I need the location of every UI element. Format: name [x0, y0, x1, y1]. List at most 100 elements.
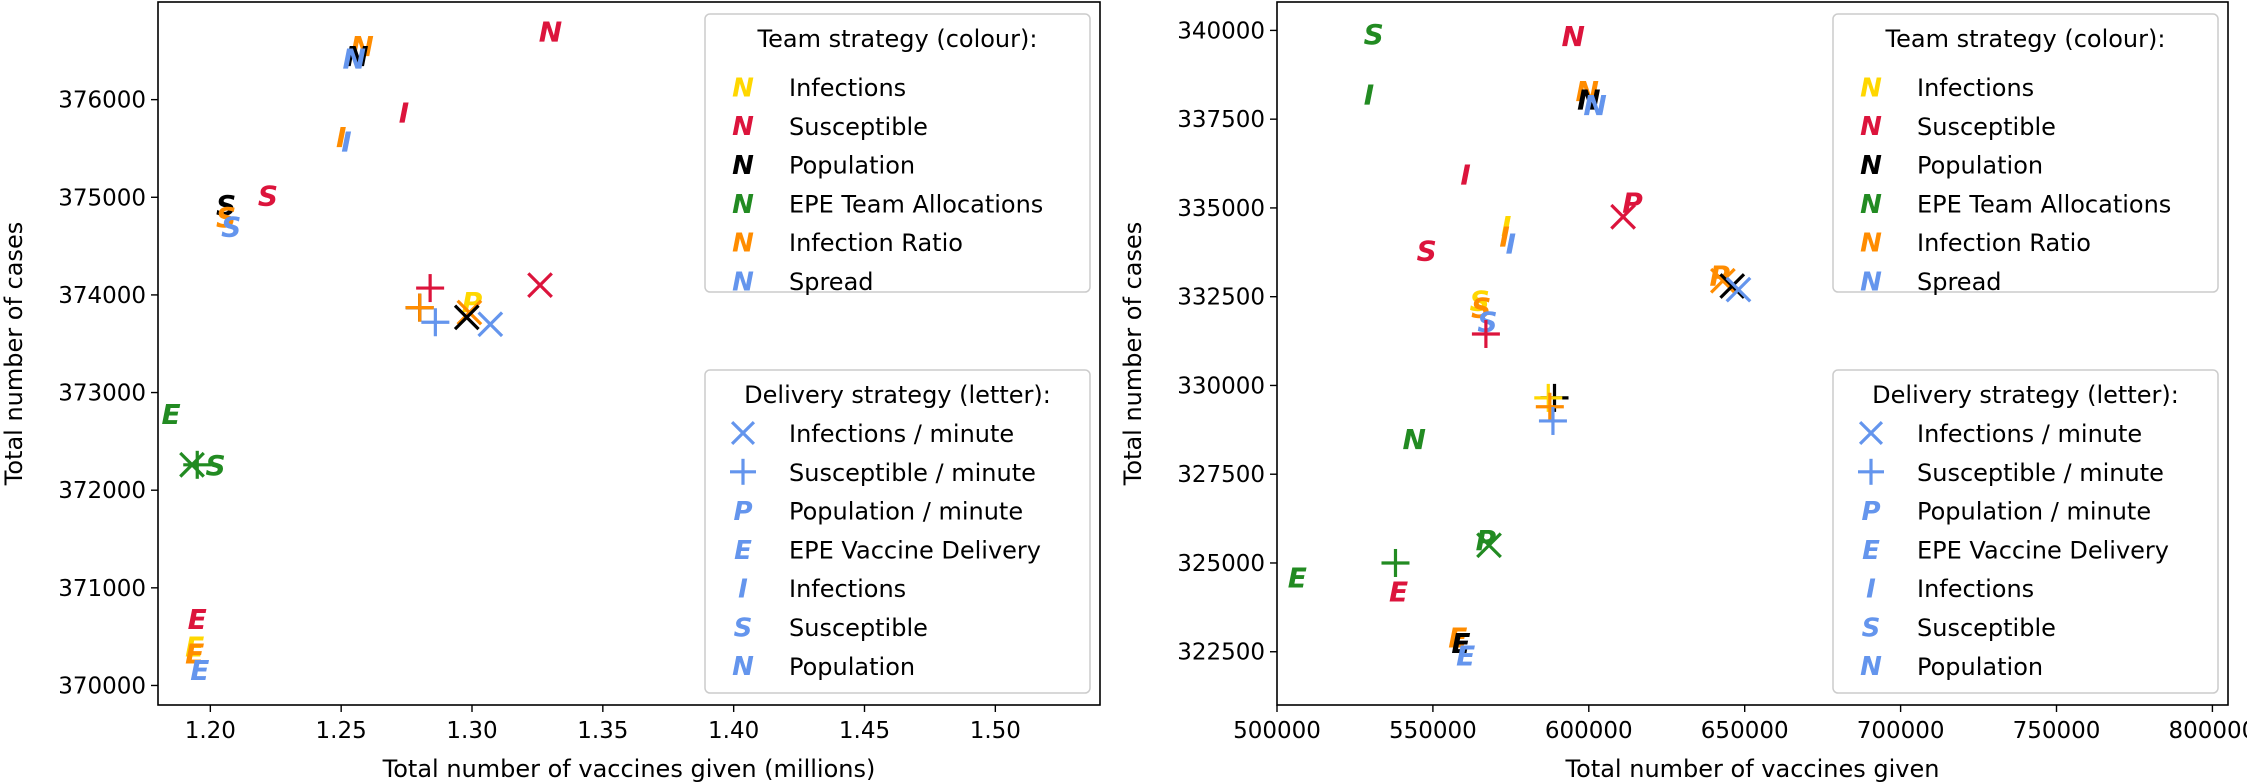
legend-team-marker: N [1860, 190, 1882, 220]
legend-team-marker: N [732, 267, 754, 297]
data-point [456, 299, 483, 326]
legend-team-box [704, 13, 1091, 293]
data-point [1476, 532, 1502, 559]
legend-delivery-marker: E [1862, 536, 1880, 566]
data-point: E [1448, 622, 1467, 655]
y-tick-label: 327500 [1177, 462, 1265, 488]
legend-delivery-label: Susceptible / minute [789, 459, 1036, 487]
legend-delivery-label: Susceptible [1917, 614, 2056, 642]
data-point [1725, 276, 1752, 303]
legend-team-label: Infections [789, 74, 906, 102]
y-tick-label: 371000 [58, 576, 146, 602]
legend-team-label: Infection Ratio [1917, 229, 2091, 257]
legend-delivery-marker [1858, 420, 1884, 446]
y-tick-label: 322500 [1177, 640, 1265, 666]
legend-delivery-label: Susceptible / minute [1917, 459, 2164, 487]
data-point: N [343, 43, 366, 76]
data-point: N [345, 40, 368, 73]
chart-1: 1.20 1.25 1.30 1.35 1.40 1.45 1.50 370000 371000… [0, 1, 1101, 783]
data-point [1471, 319, 1500, 348]
data-point: S [221, 211, 241, 244]
legend-team-marker: N [1860, 151, 1882, 181]
data-point: E [185, 630, 204, 663]
data-point: S [216, 189, 236, 222]
legend-team-label: Infections [1917, 74, 2034, 102]
data-point: I [1501, 210, 1511, 243]
y-tick-label: 325000 [1177, 551, 1265, 577]
y-tick-label: 373000 [58, 381, 146, 407]
y-tick-label: 330000 [1177, 373, 1265, 399]
data-point: I [336, 121, 346, 154]
data-point: N [1402, 423, 1425, 456]
data-point [183, 450, 212, 479]
data-points: SNINNNIPIIISPSSSNPEEEEE [1288, 18, 1752, 672]
y-axis-label: Total number of cases [1119, 222, 1147, 486]
x-tick-label: 1.40 [708, 718, 759, 744]
legend-delivery: Delivery strategy (letter): Infections / … [704, 369, 1091, 694]
legend-delivery-label: Population [1917, 653, 2043, 681]
y-tick-label: 335000 [1177, 196, 1265, 222]
data-point: E [190, 654, 209, 687]
data-point: S [205, 449, 225, 482]
legend-team-label: Spread [1917, 268, 2002, 296]
legend-team-marker: N [1860, 73, 1882, 103]
legend-team-marker: N [1860, 229, 1882, 259]
data-point [453, 304, 480, 331]
x-tick-label: 1.35 [577, 718, 628, 744]
data-point: I [341, 126, 351, 159]
legend-team-marker: N [732, 73, 754, 103]
legend-delivery-label: Population / minute [789, 498, 1023, 526]
data-point: E [1389, 575, 1408, 608]
data-point: E [188, 603, 207, 636]
data-point: N [1583, 89, 1606, 122]
legend-team-box [1832, 13, 2219, 293]
data-point: I [1506, 228, 1516, 261]
data-point: E [1288, 561, 1307, 594]
legend-delivery-box [1832, 369, 2219, 694]
y-tick-label: 376000 [58, 88, 146, 114]
legend-team-marker: N [732, 229, 754, 259]
legend-team-marker: N [1860, 112, 1882, 142]
legend-delivery-marker: I [738, 575, 748, 605]
legend-delivery-title: Delivery strategy (letter): [1872, 381, 2179, 409]
data-point: I [1499, 220, 1509, 253]
legend-team-title: Team strategy (colour): [757, 25, 1038, 53]
legend-team-label: Population [1917, 152, 2043, 180]
data-point: N [1576, 75, 1599, 108]
data-point [1381, 548, 1410, 577]
legend-delivery-marker: I [1866, 575, 1876, 605]
data-point: E [162, 398, 181, 431]
data-point: N [1561, 20, 1584, 53]
data-point [416, 274, 445, 303]
legend-delivery-label: Susceptible [789, 614, 928, 642]
legend-delivery-label: EPE Vaccine Delivery [1917, 536, 2169, 564]
x-tick-label: 650000 [1701, 718, 1789, 744]
legend-delivery-marker: S [734, 613, 753, 643]
plot-area-frame [157, 1, 1101, 706]
data-point: S [258, 179, 278, 212]
plot-area-frame [1276, 1, 2229, 706]
data-point [1535, 392, 1564, 421]
y-tick-label: 375000 [58, 185, 146, 211]
data-point: N [539, 15, 562, 48]
data-point: E [1451, 627, 1470, 660]
legend-delivery-marker: S [1862, 613, 1881, 643]
x-tick-label: 750000 [2013, 718, 2101, 744]
data-point [405, 293, 434, 322]
x-tick-label: 500000 [1233, 718, 1321, 744]
data-point [1610, 203, 1636, 230]
legend-team-marker: N [1860, 267, 1882, 297]
y-axis-label: Total number of cases [0, 222, 28, 486]
legend-delivery-marker: P [1861, 497, 1880, 527]
data-point [421, 308, 450, 337]
x-tick-label: 600000 [1545, 718, 1633, 744]
legend-delivery-marker [730, 458, 756, 485]
data-point: I [1460, 158, 1470, 191]
data-point: E [185, 637, 204, 670]
legend-team-label: Spread [789, 268, 874, 296]
legend-delivery-title: Delivery strategy (letter): [744, 381, 1051, 409]
